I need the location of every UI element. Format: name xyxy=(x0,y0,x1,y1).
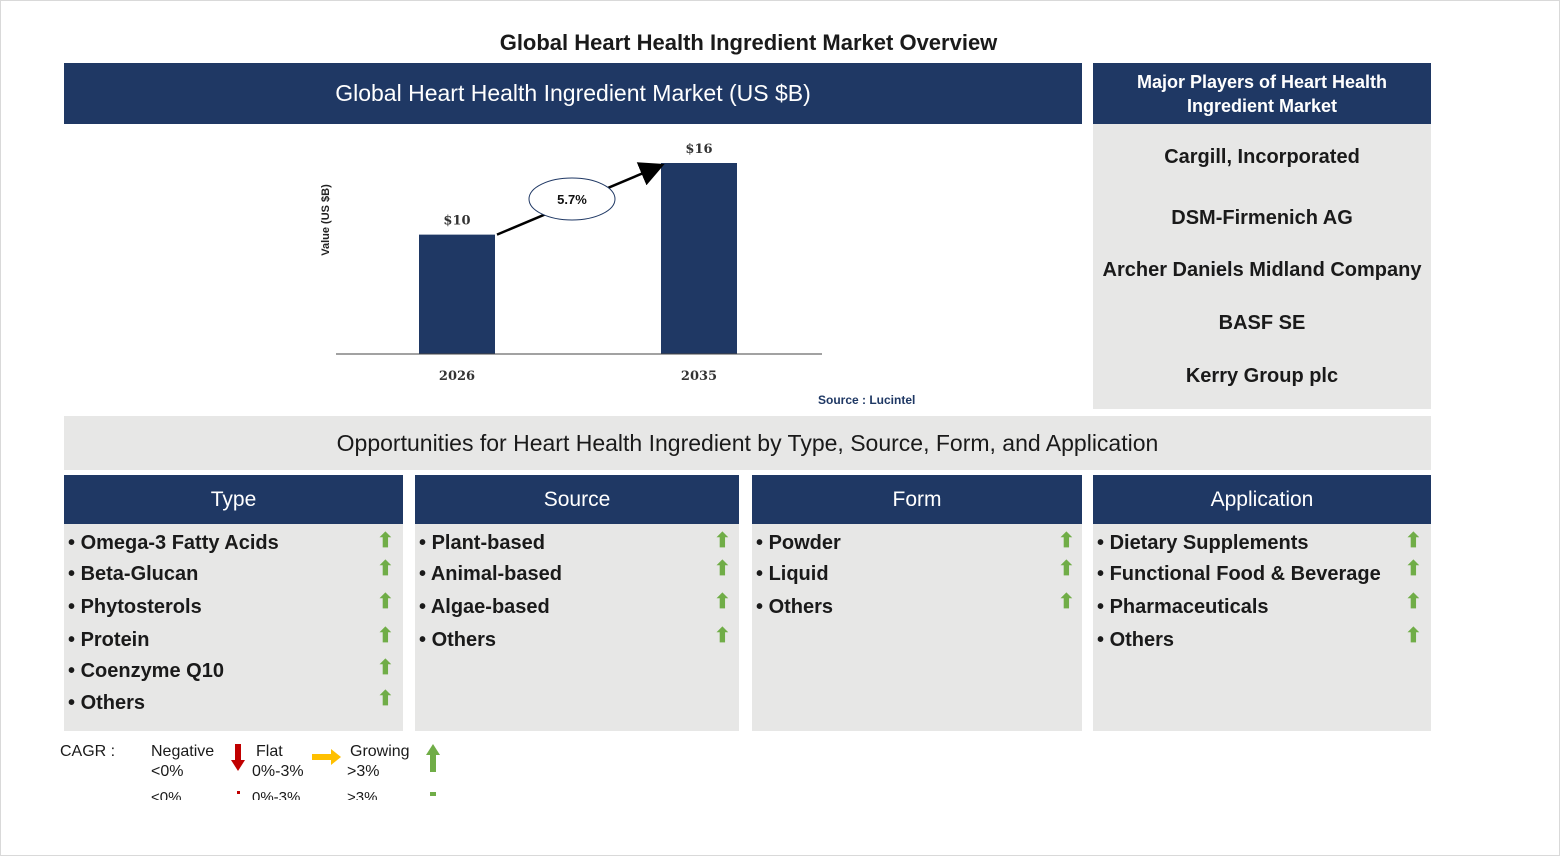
cagr-label: 5.7% xyxy=(557,192,587,207)
growth-arrow-icon: ⬆ xyxy=(377,591,394,613)
column-panel-source: • Plant-based • Animal-based • Algae-bas… xyxy=(415,524,739,731)
growth-arrow-icon: ⬆ xyxy=(714,625,731,647)
growth-arrow-icon: ⬆ xyxy=(377,625,394,647)
column-header-form: Form xyxy=(752,475,1082,524)
player-item: Kerry Group plc xyxy=(1185,365,1339,387)
yellow-right-arrow-icon xyxy=(312,749,341,765)
list-item: • Powder xyxy=(756,532,841,554)
chart-header: Global Heart Health Ingredient Market (U… xyxy=(64,63,1082,124)
growth-arrow-icon: ⬆ xyxy=(377,657,394,679)
growth-arrow-icon: ⬆ xyxy=(1058,558,1075,580)
bar-2035 xyxy=(661,163,737,354)
growth-arrow-icon: ⬆ xyxy=(377,688,394,710)
growth-arrow-icon: ⬆ xyxy=(714,591,731,613)
list-item: • Others xyxy=(68,692,146,714)
list-item: • Dietary Supplements xyxy=(1097,532,1309,554)
growth-arrow-icon: ⬆ xyxy=(1405,530,1422,552)
list-item: • Phytosterols xyxy=(68,596,202,618)
column-header-application: Application xyxy=(1093,475,1431,524)
growth-arrow-icon: ⬆ xyxy=(1058,591,1075,613)
column-header-source: Source xyxy=(415,475,739,524)
green-mark-echo xyxy=(430,792,436,796)
bar-2026 xyxy=(419,234,495,354)
list-item: • Omega-3 Fatty Acids xyxy=(68,532,279,554)
legend-growing-range: >3% xyxy=(347,763,380,780)
list-item: • Others xyxy=(756,596,834,618)
growth-arrow-icon: ⬆ xyxy=(714,558,731,580)
list-item: • Coenzyme Q10 xyxy=(68,660,224,682)
list-item: • Plant-based xyxy=(419,532,545,554)
legend-negative-range: <0% xyxy=(151,763,184,780)
growth-arrow-icon: ⬆ xyxy=(1405,558,1422,580)
bar-chart: $10 2026 $16 2035 Value (US $B) 5.7% xyxy=(320,142,822,384)
x-tick-label: 2035 xyxy=(681,369,717,384)
legend-label: CAGR : xyxy=(60,743,116,760)
growth-arrow-icon: ⬆ xyxy=(1058,530,1075,552)
data-label: $10 xyxy=(443,214,470,229)
legend-growing-range-echo: >3% xyxy=(347,790,378,800)
players-header: Major Players of Heart Health Ingredient… xyxy=(1093,63,1431,124)
list-item: • Others xyxy=(1097,629,1175,651)
player-item: Archer Daniels Midland Company xyxy=(1102,259,1422,281)
legend-flat-name: Flat xyxy=(256,743,283,760)
player-item: DSM-Firmenich AG xyxy=(1171,207,1353,229)
column-panel-form: • Powder • Liquid • Others ⬆ ⬆ ⬆ xyxy=(752,524,1082,731)
list-item: • Pharmaceuticals xyxy=(1097,596,1269,618)
list-item: • Others xyxy=(419,629,497,651)
legend-growing-name: Growing xyxy=(350,743,410,760)
legend-negative-name: Negative xyxy=(151,743,215,760)
red-mark-echo xyxy=(237,791,240,794)
source-note: Source : Lucintel xyxy=(818,393,916,407)
cagr-bubble xyxy=(528,177,616,221)
player-item: Cargill, Incorporated xyxy=(1164,146,1360,168)
player-item: BASF SE xyxy=(1218,312,1306,334)
list-item: • Liquid xyxy=(756,563,829,585)
growth-arrow-icon: ⬆ xyxy=(377,558,394,580)
list-item: • Beta-Glucan xyxy=(68,563,199,585)
column-panel-application: • Dietary Supplements • Functional Food … xyxy=(1093,524,1431,731)
list-item: • Functional Food & Beverage xyxy=(1097,563,1381,585)
column-header-type: Type xyxy=(64,475,403,524)
green-up-arrow-icon xyxy=(426,744,440,772)
column-panel-type: • Omega-3 Fatty Acids • Beta-Glucan • Ph… xyxy=(64,524,403,731)
y-axis-label: Value (US $B) xyxy=(320,184,332,256)
page-title: Global Heart Health Ingredient Market Ov… xyxy=(499,30,998,55)
legend-negative-range-echo: <0% xyxy=(151,790,182,800)
legend-flat-range-echo: 0%-3% xyxy=(252,790,301,800)
growth-arrow-icon: ⬆ xyxy=(1405,625,1422,647)
list-item: • Algae-based xyxy=(419,596,550,618)
list-item: • Protein xyxy=(68,629,150,651)
x-tick-label: 2026 xyxy=(439,369,475,384)
growth-arrow-icon: ⬆ xyxy=(377,530,394,552)
list-item: • Animal-based xyxy=(419,563,562,585)
data-label: $16 xyxy=(685,142,712,157)
players-panel: Cargill, Incorporated DSM-Firmenich AG A… xyxy=(1093,124,1431,409)
legend-flat-range: 0%-3% xyxy=(252,763,304,780)
growth-arrow-icon: ⬆ xyxy=(1405,591,1422,613)
growth-arrow-icon: ⬆ xyxy=(714,530,731,552)
opportunities-banner: Opportunities for Heart Health Ingredien… xyxy=(64,416,1431,470)
red-down-arrow-icon xyxy=(231,744,245,771)
